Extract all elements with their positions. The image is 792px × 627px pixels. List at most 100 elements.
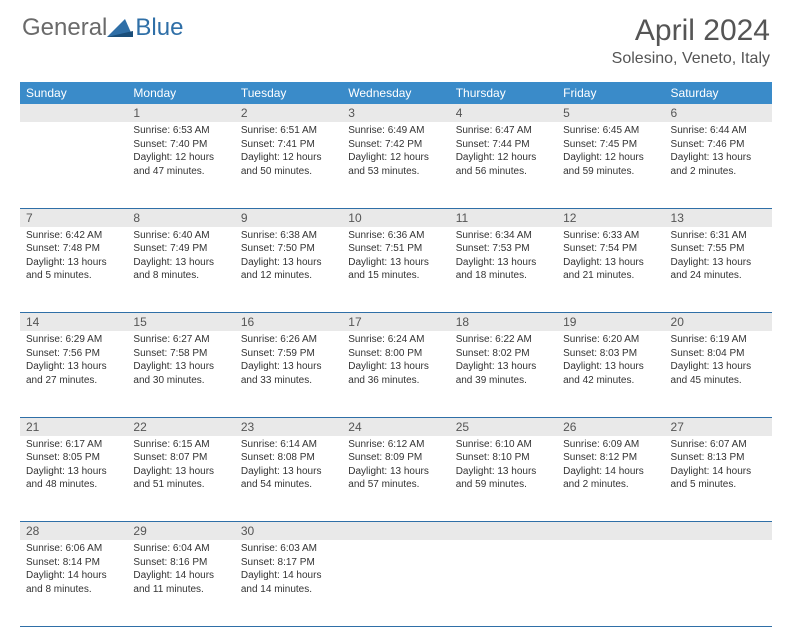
day-number: 15 — [127, 313, 234, 331]
triangle-icon — [107, 15, 133, 42]
day-body: Sunrise: 6:51 AMSunset: 7:41 PMDaylight:… — [235, 122, 342, 182]
daynum-cell: 5 — [557, 104, 664, 122]
page-title: April 2024 — [612, 14, 770, 48]
sunset-text: Sunset: 8:08 PM — [241, 451, 336, 465]
day-body: Sunrise: 6:36 AMSunset: 7:51 PMDaylight:… — [342, 227, 449, 287]
day-cell: Sunrise: 6:17 AMSunset: 8:05 PMDaylight:… — [20, 436, 127, 522]
daylight-text: Daylight: 13 hours and 24 minutes. — [671, 256, 766, 283]
sunrise-text: Sunrise: 6:19 AM — [671, 333, 766, 347]
header: General Blue April 2024 Solesino, Veneto… — [0, 0, 792, 74]
day-number: 17 — [342, 313, 449, 331]
day-body: Sunrise: 6:47 AMSunset: 7:44 PMDaylight:… — [450, 122, 557, 182]
week-row: Sunrise: 6:06 AMSunset: 8:14 PMDaylight:… — [20, 540, 772, 626]
sunset-text: Sunset: 8:10 PM — [456, 451, 551, 465]
day-number: 10 — [342, 209, 449, 227]
daynum-row: 14151617181920 — [20, 313, 772, 331]
sunset-text: Sunset: 7:54 PM — [563, 242, 658, 256]
sunrise-text: Sunrise: 6:22 AM — [456, 333, 551, 347]
daynum-cell: 12 — [557, 209, 664, 227]
day-body: Sunrise: 6:42 AMSunset: 7:48 PMDaylight:… — [20, 227, 127, 287]
weekday-header-row: Sunday Monday Tuesday Wednesday Thursday… — [20, 82, 772, 104]
daylight-text: Daylight: 12 hours and 56 minutes. — [456, 151, 551, 178]
day-number: 19 — [557, 313, 664, 331]
sunset-text: Sunset: 7:40 PM — [133, 138, 228, 152]
sunrise-text: Sunrise: 6:03 AM — [241, 542, 336, 556]
day-cell: Sunrise: 6:04 AMSunset: 8:16 PMDaylight:… — [127, 540, 234, 626]
week-row: Sunrise: 6:29 AMSunset: 7:56 PMDaylight:… — [20, 331, 772, 417]
day-cell: Sunrise: 6:15 AMSunset: 8:07 PMDaylight:… — [127, 436, 234, 522]
day-number: 6 — [665, 104, 772, 122]
sunrise-text: Sunrise: 6:31 AM — [671, 229, 766, 243]
daynum-cell: 4 — [450, 104, 557, 122]
day-cell — [557, 540, 664, 626]
day-body: Sunrise: 6:45 AMSunset: 7:45 PMDaylight:… — [557, 122, 664, 182]
daynum-cell: 24 — [342, 418, 449, 436]
title-block: April 2024 Solesino, Veneto, Italy — [612, 14, 770, 68]
week-separator — [20, 626, 772, 627]
daylight-text: Daylight: 14 hours and 2 minutes. — [563, 465, 658, 492]
day-number: 22 — [127, 418, 234, 436]
daynum-row: 21222324252627 — [20, 418, 772, 436]
day-number — [20, 104, 127, 108]
daynum-row: 282930 — [20, 522, 772, 540]
daylight-text: Daylight: 13 hours and 45 minutes. — [671, 360, 766, 387]
daylight-text: Daylight: 13 hours and 30 minutes. — [133, 360, 228, 387]
daynum-cell: 16 — [235, 313, 342, 331]
sunset-text: Sunset: 7:51 PM — [348, 242, 443, 256]
day-number: 1 — [127, 104, 234, 122]
sunset-text: Sunset: 7:46 PM — [671, 138, 766, 152]
weekday-header: Thursday — [450, 82, 557, 104]
day-number — [450, 522, 557, 526]
sunset-text: Sunset: 8:09 PM — [348, 451, 443, 465]
day-cell: Sunrise: 6:47 AMSunset: 7:44 PMDaylight:… — [450, 122, 557, 208]
daylight-text: Daylight: 13 hours and 21 minutes. — [563, 256, 658, 283]
day-cell: Sunrise: 6:29 AMSunset: 7:56 PMDaylight:… — [20, 331, 127, 417]
daylight-text: Daylight: 14 hours and 11 minutes. — [133, 569, 228, 596]
day-number: 2 — [235, 104, 342, 122]
day-cell: Sunrise: 6:45 AMSunset: 7:45 PMDaylight:… — [557, 122, 664, 208]
daylight-text: Daylight: 14 hours and 5 minutes. — [671, 465, 766, 492]
day-number: 26 — [557, 418, 664, 436]
daylight-text: Daylight: 13 hours and 5 minutes. — [26, 256, 121, 283]
sunset-text: Sunset: 8:12 PM — [563, 451, 658, 465]
location-text: Solesino, Veneto, Italy — [612, 50, 770, 68]
day-cell: Sunrise: 6:19 AMSunset: 8:04 PMDaylight:… — [665, 331, 772, 417]
day-number: 25 — [450, 418, 557, 436]
sunset-text: Sunset: 8:02 PM — [456, 347, 551, 361]
day-body: Sunrise: 6:22 AMSunset: 8:02 PMDaylight:… — [450, 331, 557, 391]
day-cell: Sunrise: 6:51 AMSunset: 7:41 PMDaylight:… — [235, 122, 342, 208]
sunset-text: Sunset: 7:53 PM — [456, 242, 551, 256]
day-body: Sunrise: 6:49 AMSunset: 7:42 PMDaylight:… — [342, 122, 449, 182]
day-cell: Sunrise: 6:24 AMSunset: 8:00 PMDaylight:… — [342, 331, 449, 417]
day-cell: Sunrise: 6:22 AMSunset: 8:02 PMDaylight:… — [450, 331, 557, 417]
sunset-text: Sunset: 8:17 PM — [241, 556, 336, 570]
weekday-header: Wednesday — [342, 82, 449, 104]
day-cell: Sunrise: 6:10 AMSunset: 8:10 PMDaylight:… — [450, 436, 557, 522]
day-cell — [450, 540, 557, 626]
sunrise-text: Sunrise: 6:12 AM — [348, 438, 443, 452]
weekday-header: Sunday — [20, 82, 127, 104]
daynum-cell: 9 — [235, 209, 342, 227]
day-number: 11 — [450, 209, 557, 227]
sunset-text: Sunset: 7:41 PM — [241, 138, 336, 152]
sunrise-text: Sunrise: 6:17 AM — [26, 438, 121, 452]
day-body: Sunrise: 6:31 AMSunset: 7:55 PMDaylight:… — [665, 227, 772, 287]
daylight-text: Daylight: 13 hours and 51 minutes. — [133, 465, 228, 492]
day-body: Sunrise: 6:44 AMSunset: 7:46 PMDaylight:… — [665, 122, 772, 182]
daynum-cell: 1 — [127, 104, 234, 122]
daynum-cell: 25 — [450, 418, 557, 436]
day-cell — [342, 540, 449, 626]
sunrise-text: Sunrise: 6:42 AM — [26, 229, 121, 243]
sunset-text: Sunset: 8:03 PM — [563, 347, 658, 361]
day-number — [557, 522, 664, 526]
sunset-text: Sunset: 8:13 PM — [671, 451, 766, 465]
day-body: Sunrise: 6:24 AMSunset: 8:00 PMDaylight:… — [342, 331, 449, 391]
daynum-cell: 23 — [235, 418, 342, 436]
daylight-text: Daylight: 13 hours and 54 minutes. — [241, 465, 336, 492]
sunrise-text: Sunrise: 6:34 AM — [456, 229, 551, 243]
sunrise-text: Sunrise: 6:14 AM — [241, 438, 336, 452]
week-row: Sunrise: 6:17 AMSunset: 8:05 PMDaylight:… — [20, 436, 772, 522]
daynum-cell: 17 — [342, 313, 449, 331]
daynum-cell: 29 — [127, 522, 234, 540]
sunset-text: Sunset: 7:50 PM — [241, 242, 336, 256]
